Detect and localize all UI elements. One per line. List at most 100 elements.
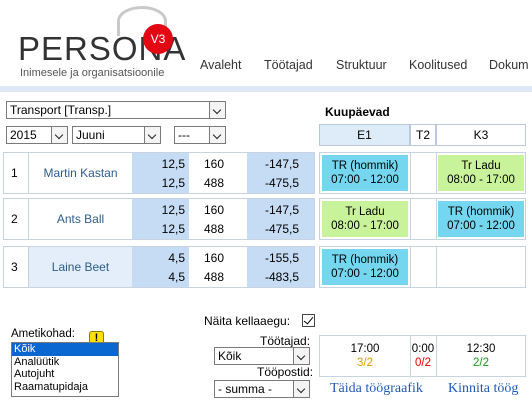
- hours-cell: 4,5 4,5: [132, 247, 189, 287]
- schedule-row: TR (hommik) 07:00 - 12:00 Tr Ladu 08:00 …: [319, 152, 526, 194]
- shift-name: TR (hommik): [331, 254, 399, 266]
- ametikohad-option[interactable]: Autojuht: [14, 368, 55, 380]
- summary-cell: 0:00 0/2: [410, 342, 436, 370]
- norm-total: 488: [204, 222, 225, 236]
- shift-name: TR (hommik): [331, 160, 399, 172]
- norm-month: 160: [204, 157, 225, 171]
- day-column-k3[interactable]: K3: [436, 124, 526, 146]
- cell-divider: [436, 247, 437, 287]
- cell-divider: [436, 336, 437, 376]
- balance-cell: -147,5 -475,5: [247, 153, 314, 193]
- chevron-down-icon: [51, 127, 67, 143]
- shift-cell[interactable]: Tr Ladu 08:00 - 17:00: [438, 155, 524, 191]
- employee-name[interactable]: Martin Kastan: [28, 153, 132, 193]
- toopostid-label: Tööpostid:: [257, 365, 314, 379]
- chevron-down-icon: [209, 127, 225, 143]
- shift-time: 07:00 - 12:00: [447, 220, 515, 232]
- month-select-value: Juuni: [76, 128, 105, 142]
- shift-cell[interactable]: TR (hommik) 07:00 - 12:00: [438, 201, 524, 237]
- shift-name: Tr Ladu: [461, 160, 501, 172]
- schedule-row: Tr Ladu 08:00 - 17:00 TR (hommik) 07:00 …: [319, 198, 526, 240]
- row-number: 2: [11, 212, 18, 226]
- tootajad-select[interactable]: Kõik: [214, 347, 310, 365]
- day-column-t2[interactable]: T2: [410, 124, 436, 146]
- nav-item-koolitused[interactable]: Koolitused: [409, 58, 468, 72]
- shift-time: 08:00 - 17:00: [331, 220, 399, 232]
- chevron-down-icon: [293, 348, 309, 364]
- nav-item-tootajad[interactable]: Töötajad: [264, 58, 313, 72]
- chevron-down-icon: [144, 127, 160, 143]
- show-times-label: Näita kellaaegu:: [204, 314, 291, 328]
- summary-count: 0/2: [415, 357, 431, 369]
- employee-row: 1 Martin Kastan 12,5 12,5 160 488 -147,5…: [3, 152, 315, 194]
- chevron-down-icon: [293, 381, 309, 397]
- ametikohad-option[interactable]: Kõik: [12, 343, 118, 356]
- shift-cell[interactable]: Tr Ladu 08:00 - 17:00: [322, 201, 408, 237]
- hours-cell: 12,5 12,5: [132, 153, 189, 193]
- fill-schedule-link[interactable]: Täida töögraafik: [330, 381, 423, 396]
- balance-cell: -147,5 -475,5: [247, 199, 314, 239]
- tootajad-select-value: Kõik: [218, 349, 242, 363]
- cell-divider: [410, 153, 411, 193]
- header-divider: [0, 86, 532, 92]
- summary-count: 3/2: [357, 357, 373, 369]
- summary-time: 17:00: [350, 343, 380, 355]
- hours-total: 12,5: [161, 176, 185, 190]
- shift-cell[interactable]: TR (hommik) 07:00 - 12:00: [322, 249, 408, 285]
- show-times-checkbox[interactable]: [302, 314, 315, 327]
- cell-divider: [436, 199, 437, 239]
- hours-total: 4,5: [168, 270, 185, 284]
- row-number: 3: [11, 260, 18, 274]
- summary-time: 12:30: [466, 343, 496, 355]
- cell-divider: [410, 336, 411, 376]
- extra-select[interactable]: ---: [174, 126, 226, 144]
- ametikohad-label: Ametikohad:: [11, 328, 75, 340]
- row-number: 1: [11, 166, 18, 180]
- month-select[interactable]: Juuni: [72, 126, 161, 144]
- ametikohad-option[interactable]: Analüütik: [14, 355, 60, 368]
- hours-month: 12,5: [161, 203, 185, 217]
- calendar-title: Kuupäevad: [325, 105, 390, 119]
- norm-total: 488: [204, 176, 225, 190]
- summary-row: 17:00 3/2 0:00 0/2 12:30 2/2: [319, 335, 526, 377]
- hours-month: 12,5: [161, 157, 185, 171]
- norm-total: 488: [204, 270, 225, 284]
- schedule-row: TR (hommik) 07:00 - 12:00: [319, 246, 526, 288]
- chevron-down-icon: [209, 102, 225, 118]
- norm-month: 160: [204, 203, 225, 217]
- tootajad-label: Töötajad:: [260, 334, 311, 348]
- ametikohad-listbox[interactable]: Kõik Analüütik Autojuht Raamatupidaja: [11, 342, 119, 397]
- balance-month: -147,5: [264, 203, 299, 217]
- nav-item-avaleht[interactable]: Avaleht: [200, 58, 242, 72]
- employee-row: 2 Ants Ball 12,5 12,5 160 488 -147,5 -47…: [3, 198, 315, 240]
- ametikohad-option[interactable]: Raamatupidaja: [14, 380, 88, 393]
- department-select[interactable]: Transport [Transp.]: [6, 101, 226, 119]
- shift-name: Tr Ladu: [345, 206, 385, 218]
- year-select[interactable]: 2015: [6, 126, 68, 144]
- cell-divider: [436, 153, 437, 193]
- hours-total: 12,5: [161, 222, 185, 236]
- toopostid-select[interactable]: - summa -: [214, 380, 310, 398]
- summary-cell: 12:30 2/2: [436, 342, 526, 370]
- logo-version-badge: V3: [143, 24, 173, 54]
- logo-arc: [117, 6, 167, 36]
- employee-name[interactable]: Ants Ball: [28, 199, 132, 239]
- norm-month: 160: [204, 251, 225, 265]
- employee-row: 3 Laine Beet 4,5 4,5 160 488 -155,5 -483…: [3, 246, 315, 288]
- cell-divider: [410, 247, 411, 287]
- employee-name[interactable]: Laine Beet: [28, 247, 132, 287]
- toopostid-select-value: - summa -: [218, 382, 272, 396]
- summary-time: 0:00: [411, 343, 435, 355]
- shift-time: 08:00 - 17:00: [447, 174, 515, 186]
- balance-total: -475,5: [264, 176, 299, 190]
- summary-cell: 17:00 3/2: [320, 342, 410, 370]
- nav-item-struktuur[interactable]: Struktuur: [336, 58, 387, 72]
- nav-item-dokumendid[interactable]: Dokum: [489, 58, 529, 72]
- confirm-schedule-link[interactable]: Kinnita töög: [448, 381, 519, 396]
- shift-cell[interactable]: TR (hommik) 07:00 - 12:00: [322, 155, 408, 191]
- shift-time: 07:00 - 12:00: [331, 268, 399, 280]
- day-column-e1[interactable]: E1: [319, 124, 410, 146]
- balance-month: -147,5: [264, 157, 299, 171]
- department-select-value: Transport [Transp.]: [10, 103, 112, 117]
- year-select-value: 2015: [10, 128, 37, 142]
